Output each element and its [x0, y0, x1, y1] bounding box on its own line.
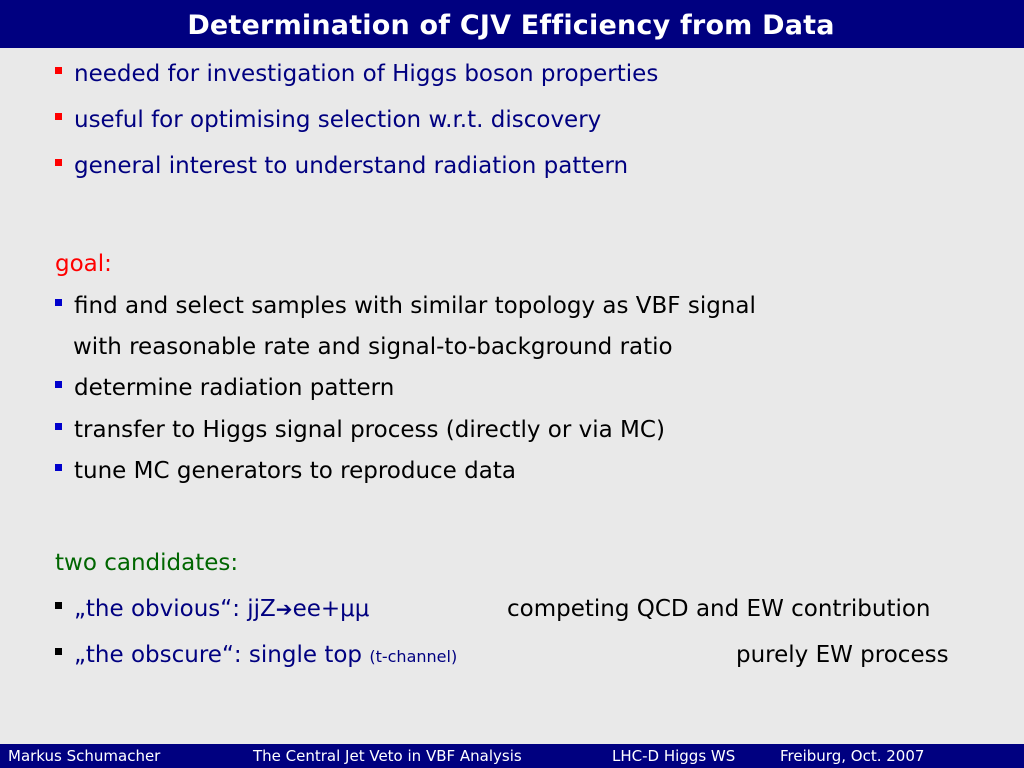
goal-item-3: transfer to Higgs signal process (direct…	[55, 416, 665, 444]
slide-title: Determination of CJV Efficiency from Dat…	[187, 9, 835, 41]
title-bar: Determination of CJV Efficiency from Dat…	[0, 0, 1024, 48]
square-bullet-icon	[55, 423, 62, 430]
footer-bar: Markus Schumacher The Central Jet Veto i…	[0, 744, 1024, 768]
goal-heading: goal:	[55, 251, 112, 277]
square-bullet-icon	[55, 299, 62, 306]
candidate-obvious-note: competing QCD and EW contribution	[507, 596, 931, 622]
footer-author: Markus Schumacher	[8, 747, 161, 765]
goal-item-2: determine radiation pattern	[55, 374, 394, 402]
motivation-item-1: needed for investigation of Higgs boson …	[55, 60, 658, 88]
square-bullet-icon	[55, 381, 62, 388]
goal-item-4: tune MC generators to reproduce data	[55, 457, 516, 485]
goal-item-1: find and select samples with similar top…	[55, 292, 756, 320]
arrow-icon: ➔	[275, 597, 293, 621]
square-bullet-icon	[55, 159, 62, 166]
footer-workshop: LHC-D Higgs WS	[612, 747, 736, 765]
square-bullet-icon	[55, 113, 62, 120]
candidate-obvious: „the obvious“: jjZ➔ee+μμ	[55, 595, 369, 623]
square-bullet-icon	[55, 648, 62, 655]
square-bullet-icon	[55, 464, 62, 471]
motivation-item-3: general interest to understand radiation…	[55, 152, 628, 180]
candidate-obscure-note: purely EW process	[736, 642, 949, 668]
candidate-obscure: „the obscure“: single top (t-channel)	[55, 641, 457, 671]
square-bullet-icon	[55, 67, 62, 74]
square-bullet-icon	[55, 602, 62, 609]
footer-talk-title: The Central Jet Veto in VBF Analysis	[253, 747, 522, 765]
goal-item-1-continuation: with reasonable rate and signal-to-backg…	[73, 334, 673, 360]
footer-place-date: Freiburg, Oct. 2007	[780, 747, 925, 765]
channel-note: (t-channel)	[369, 647, 458, 666]
motivation-item-2: useful for optimising selection w.r.t. d…	[55, 106, 601, 134]
candidates-heading: two candidates:	[55, 550, 239, 576]
